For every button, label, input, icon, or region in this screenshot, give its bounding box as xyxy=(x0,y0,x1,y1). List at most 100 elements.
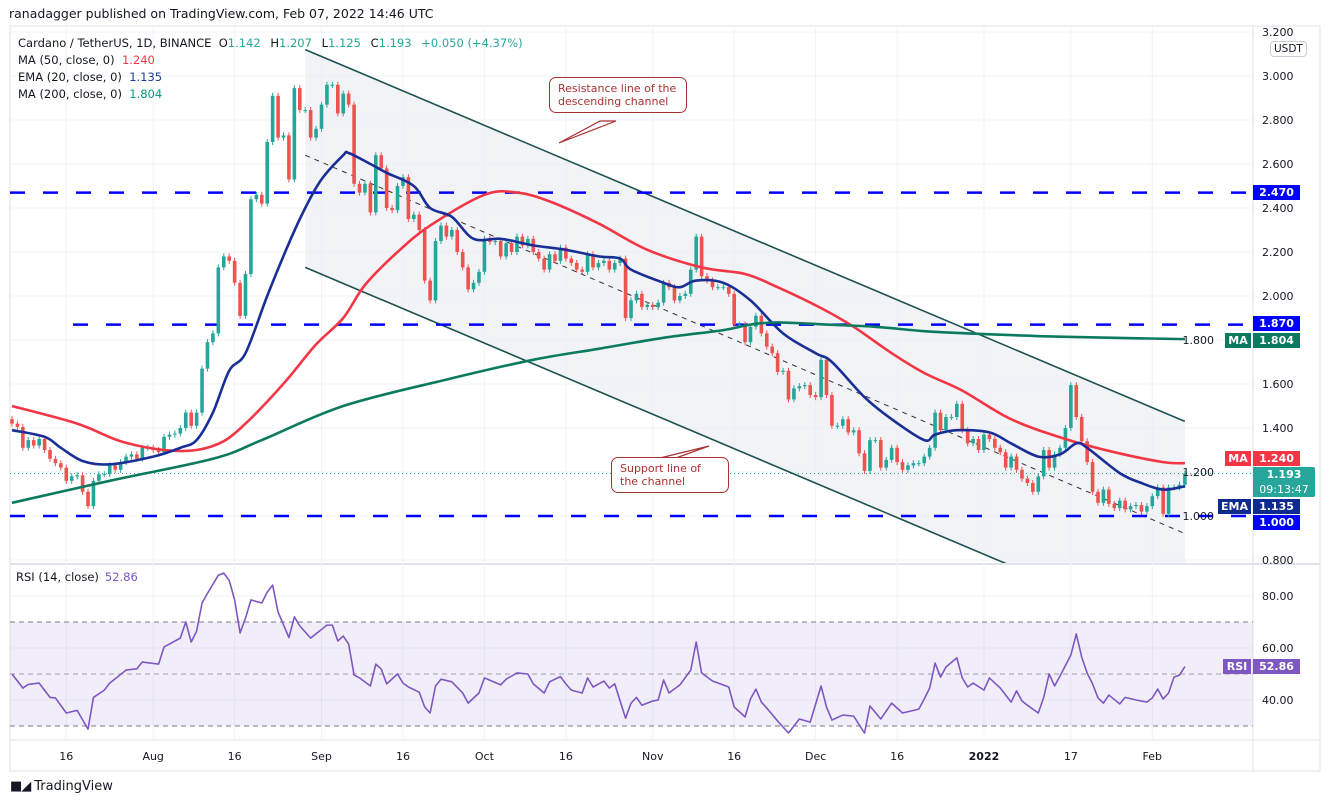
candle[interactable] xyxy=(1123,500,1127,510)
candle[interactable] xyxy=(1107,489,1111,504)
candle[interactable] xyxy=(1117,500,1122,509)
candle[interactable] xyxy=(466,267,470,290)
candle[interactable] xyxy=(1041,450,1046,477)
candle[interactable] xyxy=(107,465,112,475)
candle[interactable] xyxy=(612,263,617,270)
candle[interactable] xyxy=(297,88,302,111)
candle[interactable] xyxy=(10,419,14,424)
candle[interactable] xyxy=(319,104,324,129)
candle[interactable] xyxy=(1047,450,1051,468)
symbol-title[interactable]: Cardano / TetherUS, 1D, BINANCE xyxy=(18,36,212,50)
candle[interactable] xyxy=(1166,487,1171,514)
candle[interactable] xyxy=(64,467,69,481)
candle[interactable] xyxy=(42,439,47,450)
candle[interactable] xyxy=(1090,462,1095,492)
candle[interactable] xyxy=(748,326,753,343)
candle[interactable] xyxy=(26,440,31,448)
candle[interactable] xyxy=(1009,456,1013,468)
candle[interactable] xyxy=(710,280,715,288)
ema20-line[interactable] xyxy=(11,150,1186,491)
candle[interactable] xyxy=(802,385,807,387)
candle[interactable] xyxy=(564,247,568,259)
candle[interactable] xyxy=(656,302,660,307)
candle[interactable] xyxy=(37,439,41,446)
candle[interactable] xyxy=(314,128,318,138)
candle[interactable] xyxy=(102,474,107,476)
candle[interactable] xyxy=(879,440,883,468)
candle[interactable] xyxy=(1161,487,1165,514)
candle[interactable] xyxy=(1139,505,1144,512)
tradingview-logo[interactable]: ■◢ TradingView xyxy=(10,779,113,794)
candle[interactable] xyxy=(716,287,720,289)
candle[interactable] xyxy=(987,434,992,439)
candle[interactable] xyxy=(824,359,829,395)
candle[interactable] xyxy=(205,342,210,369)
candle[interactable] xyxy=(1112,503,1117,509)
candle[interactable] xyxy=(857,430,861,454)
candle[interactable] xyxy=(1003,452,1008,468)
candle[interactable] xyxy=(884,459,889,468)
candle[interactable] xyxy=(868,440,872,471)
candle[interactable] xyxy=(927,447,932,457)
candle[interactable] xyxy=(602,260,606,263)
candle[interactable] xyxy=(167,434,172,437)
ma200-line[interactable] xyxy=(11,321,1185,505)
candle[interactable] xyxy=(156,450,161,453)
candle[interactable] xyxy=(1145,506,1149,512)
candle[interactable] xyxy=(1079,417,1084,442)
candle[interactable] xyxy=(428,280,432,301)
candle[interactable] xyxy=(1101,489,1106,503)
candle[interactable] xyxy=(59,463,63,468)
candle[interactable] xyxy=(31,440,36,446)
candle[interactable] xyxy=(113,465,117,470)
candle[interactable] xyxy=(412,214,416,219)
candle[interactable] xyxy=(395,186,400,211)
candle[interactable] xyxy=(558,247,563,261)
candle[interactable] xyxy=(933,412,937,448)
candle[interactable] xyxy=(48,450,52,459)
candle[interactable] xyxy=(1069,385,1073,428)
legend-ma200[interactable]: MA (200, close, 0) 1.804 xyxy=(18,86,529,103)
candle[interactable] xyxy=(189,412,193,426)
candle[interactable] xyxy=(618,258,622,263)
candle[interactable] xyxy=(971,439,975,444)
candle[interactable] xyxy=(292,88,297,180)
candle[interactable] xyxy=(390,208,394,211)
candle[interactable] xyxy=(678,296,682,301)
candle[interactable] xyxy=(352,104,356,184)
candle[interactable] xyxy=(118,462,123,470)
candle[interactable] xyxy=(444,225,449,237)
candle[interactable] xyxy=(764,333,769,347)
candle[interactable] xyxy=(129,454,134,457)
candle[interactable] xyxy=(498,241,503,257)
candle[interactable] xyxy=(1058,447,1062,455)
candle[interactable] xyxy=(737,324,742,326)
candle[interactable] xyxy=(960,403,965,431)
candle[interactable] xyxy=(357,183,362,193)
candle[interactable] xyxy=(183,412,188,428)
legend-ema20[interactable]: EMA (20, close, 0) 1.135 xyxy=(18,69,529,86)
candle[interactable] xyxy=(895,447,899,463)
candle[interactable] xyxy=(259,194,264,204)
candle[interactable] xyxy=(140,447,145,459)
candle[interactable] xyxy=(86,491,90,507)
candle[interactable] xyxy=(873,440,878,442)
candle[interactable] xyxy=(547,254,552,270)
candle[interactable] xyxy=(216,267,221,334)
rsi-legend[interactable]: RSI (14, close) 52.86 xyxy=(16,570,138,584)
candle[interactable] xyxy=(135,454,139,459)
candle[interactable] xyxy=(726,287,731,294)
candle[interactable] xyxy=(477,271,481,283)
candle[interactable] xyxy=(536,252,541,259)
candle[interactable] xyxy=(287,135,291,180)
candle[interactable] xyxy=(553,254,557,261)
candle[interactable] xyxy=(1031,483,1035,492)
candle[interactable] xyxy=(53,458,58,464)
candle[interactable] xyxy=(254,194,259,200)
candle[interactable] xyxy=(1085,441,1089,463)
candle[interactable] xyxy=(221,256,226,268)
candle[interactable] xyxy=(1036,476,1041,492)
candle[interactable] xyxy=(819,359,823,398)
candle[interactable] xyxy=(504,243,508,257)
candle[interactable] xyxy=(265,142,270,204)
